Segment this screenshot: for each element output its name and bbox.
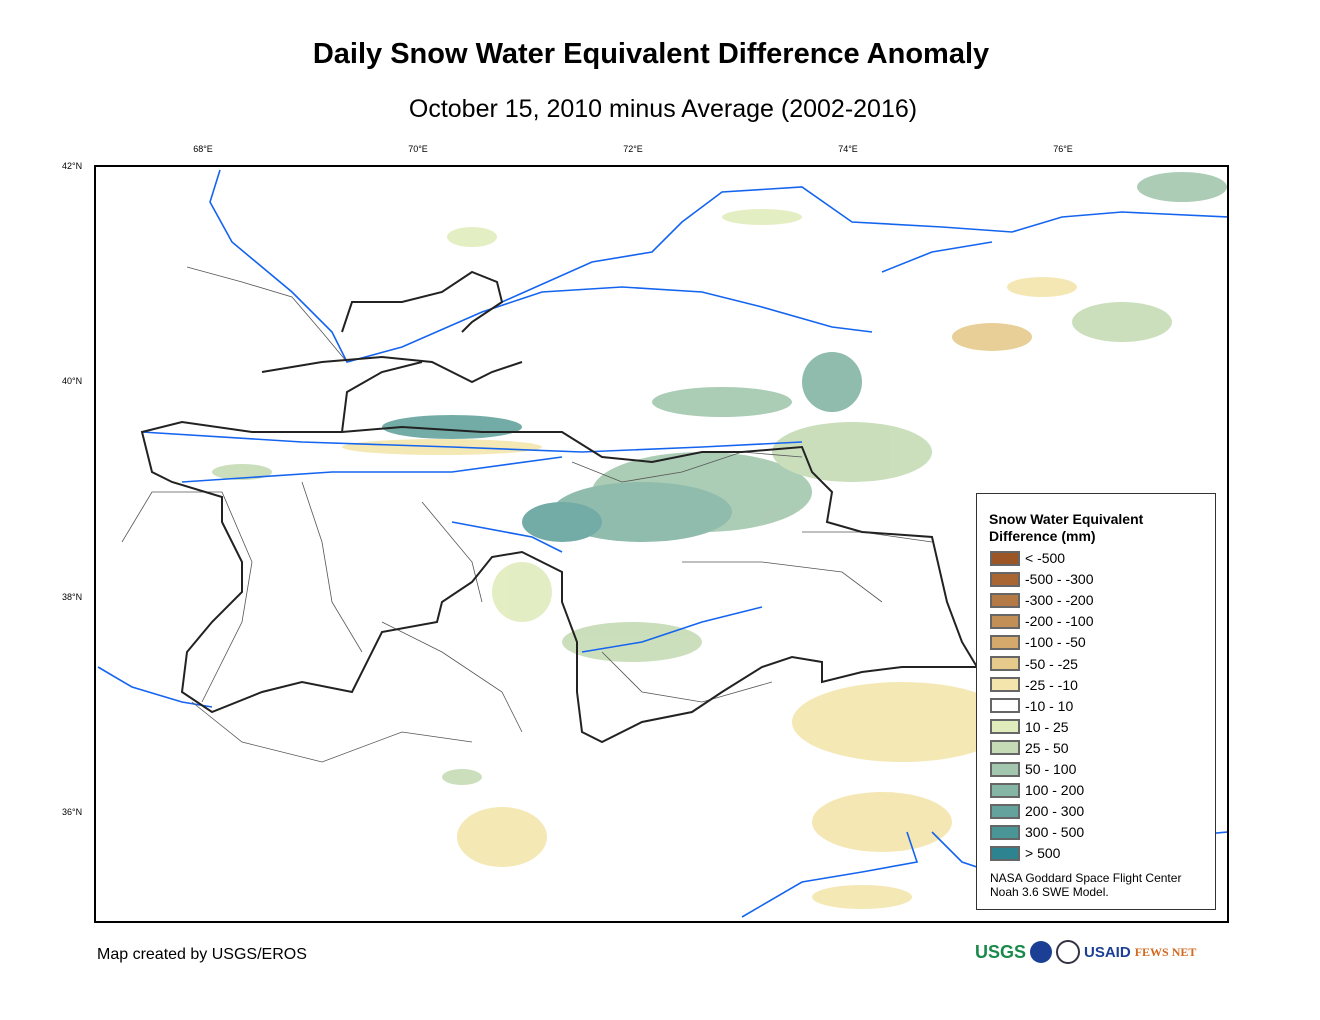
legend-swatch (990, 824, 1020, 840)
legend-item: 25 - 50 (990, 739, 1069, 757)
seal-logo-icon (1056, 940, 1081, 964)
legend-label: -500 - -300 (1025, 571, 1094, 588)
legend-item: < -500 (990, 549, 1065, 567)
legend-credit: NASA Goddard Space Flight Center Noah 3.… (990, 871, 1181, 899)
legend-item: 300 - 500 (990, 823, 1084, 841)
legend-item: 200 - 300 (990, 802, 1084, 820)
legend-item: -50 - -25 (990, 655, 1078, 673)
legend-title: Snow Water Equivalent Difference (mm) (989, 511, 1143, 545)
country-border (140, 270, 979, 744)
lon-tick-label: 70°E (408, 144, 428, 154)
legend-swatch (990, 740, 1020, 756)
legend-swatch (990, 719, 1020, 735)
lon-tick-label: 76°E (1053, 144, 1073, 154)
legend-item: > 500 (990, 844, 1060, 862)
legend-label: < -500 (1025, 550, 1066, 566)
legend-item: 50 - 100 (990, 760, 1076, 778)
legend: Snow Water Equivalent Difference (mm) < … (976, 493, 1216, 910)
credit-line: Noah 3.6 SWE Model. (990, 885, 1109, 899)
legend-item: 10 - 25 (990, 718, 1069, 736)
legend-item: 100 - 200 (990, 781, 1084, 799)
legend-label: 100 - 200 (1025, 782, 1085, 799)
usaid-logo: USAID (1084, 943, 1131, 961)
legend-swatch (990, 656, 1020, 671)
lon-tick-label: 74°E (838, 144, 858, 154)
legend-swatch (990, 571, 1020, 587)
legend-label: -100 - -50 (1025, 634, 1086, 651)
nasa-logo-icon (1030, 941, 1053, 963)
legend-label: 25 - 50 (1025, 739, 1069, 756)
legend-label: > 500 (1025, 845, 1061, 862)
fewsnet-logo: FEWS NET (1134, 944, 1197, 959)
legend-swatch (990, 634, 1020, 650)
legend-item: -100 - -50 (990, 633, 1086, 651)
legend-label: -300 - -200 (1025, 592, 1094, 609)
legend-swatch (990, 803, 1020, 819)
legend-swatch (990, 845, 1020, 861)
map-title: Daily Snow Water Equivalent Difference A… (312, 38, 990, 70)
partner-logos: USGS USAID FEWS NET (975, 940, 1196, 964)
legend-label: 10 - 25 (1025, 718, 1069, 735)
usgs-logo: USGS (975, 941, 1027, 962)
lat-tick-label: 40°N (62, 376, 83, 386)
legend-label: 200 - 300 (1025, 803, 1085, 820)
legend-label: -200 - -100 (1025, 613, 1094, 630)
legend-item: -300 - -200 (990, 591, 1093, 609)
legend-title-line: Snow Water Equivalent (989, 511, 1144, 527)
legend-swatch (990, 613, 1020, 629)
lat-tick-label: 42°N (62, 161, 83, 171)
legend-label: -50 - -25 (1025, 655, 1078, 672)
legend-label: 50 - 100 (1025, 761, 1077, 777)
lat-tick-label: 36°N (62, 807, 83, 817)
legend-title-line: Difference (mm) (989, 528, 1096, 544)
legend-swatch (990, 761, 1020, 777)
legend-label: 300 - 500 (1025, 824, 1085, 841)
snow-gain-areas (212, 172, 1227, 785)
legend-item: -200 - -100 (990, 612, 1093, 630)
lon-tick-label: 72°E (623, 144, 643, 154)
legend-item: -500 - -300 (990, 570, 1093, 588)
lon-tick-label: 68°E (193, 144, 213, 154)
legend-swatch (990, 698, 1020, 714)
credit-line: NASA Goddard Space Flight Center (990, 871, 1182, 885)
legend-item: -25 - -10 (990, 676, 1078, 694)
admin-boundaries (121, 266, 933, 763)
map-canvas (97, 169, 1227, 918)
lat-tick-label: 38°N (62, 592, 83, 602)
legend-swatch (990, 782, 1020, 798)
map-subtitle: October 15, 2010 minus Average (2002-201… (408, 95, 918, 123)
legend-swatch (990, 550, 1020, 566)
created-by-label: Map created by USGS/EROS (97, 946, 307, 963)
legend-swatch (990, 592, 1020, 608)
legend-item: -10 - 10 (990, 697, 1073, 715)
legend-label: -25 - -10 (1025, 676, 1078, 693)
legend-label: -10 - 10 (1025, 697, 1074, 714)
legend-swatch (990, 677, 1020, 693)
